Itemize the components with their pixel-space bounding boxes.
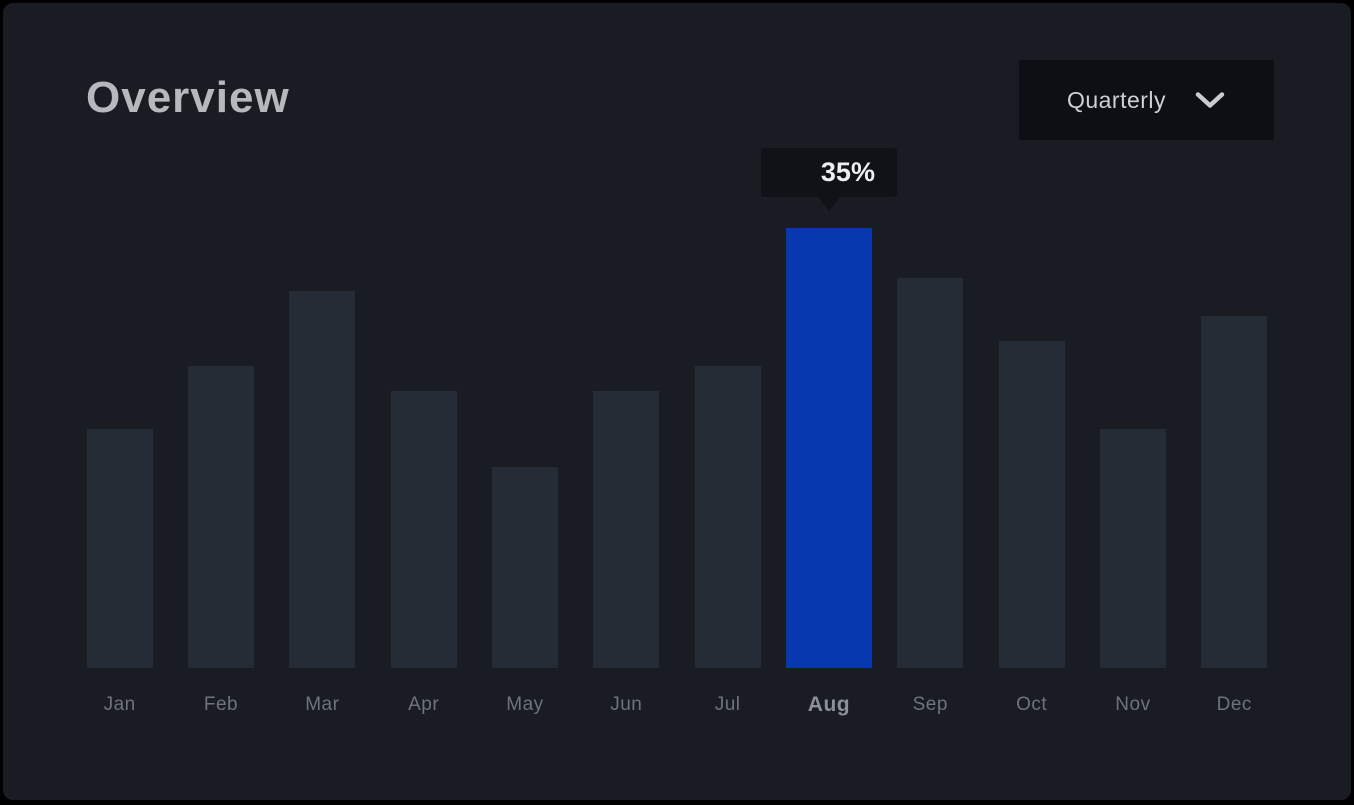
month-label-dec: Dec bbox=[1216, 694, 1252, 715]
chevron-down-icon bbox=[1194, 91, 1226, 110]
bar-slot-apr: Apr bbox=[373, 391, 474, 742]
bar-slot-feb: Feb bbox=[170, 366, 271, 742]
tooltip: 35% bbox=[760, 148, 897, 197]
bar-sep[interactable] bbox=[897, 278, 964, 668]
bar-feb[interactable] bbox=[187, 366, 254, 668]
bar-chart: Jan Feb Mar Apr May Jun Jul Aug 35% Sep Oct Nov Dec bbox=[69, 148, 1285, 742]
month-label-jan: Jan bbox=[103, 694, 136, 715]
bar-slot-jun: Jun bbox=[576, 391, 677, 742]
bar-slot-may: May bbox=[474, 467, 575, 742]
month-label-jul: Jul bbox=[714, 694, 741, 715]
month-label-may: May bbox=[506, 694, 544, 715]
month-label-sep: Sep bbox=[912, 694, 948, 715]
bar-slot-sep: Sep bbox=[880, 278, 981, 742]
bar-aug[interactable] bbox=[785, 228, 872, 668]
bar-may[interactable] bbox=[491, 467, 558, 668]
month-label-jun: Jun bbox=[610, 694, 643, 715]
month-label-oct: Oct bbox=[1016, 694, 1048, 715]
bar-nov[interactable] bbox=[1099, 429, 1166, 668]
period-dropdown[interactable]: Quarterly bbox=[1019, 60, 1274, 140]
overview-panel: Overview Quarterly Jan Feb Mar Apr May Jun Jul… bbox=[3, 3, 1351, 800]
bar-slot-nov: Nov bbox=[1082, 429, 1183, 742]
month-label-aug: Aug bbox=[807, 693, 851, 716]
bar-slot-jul: Jul bbox=[677, 366, 778, 742]
period-dropdown-label: Quarterly bbox=[1066, 86, 1167, 113]
bar-slot-aug: Aug 35% bbox=[760, 148, 897, 742]
month-label-feb: Feb bbox=[203, 694, 239, 715]
bar-jan[interactable] bbox=[86, 429, 153, 668]
bar-slot-oct: Oct bbox=[981, 341, 1082, 742]
month-label-nov: Nov bbox=[1115, 694, 1151, 715]
page-title: Overview bbox=[86, 73, 290, 122]
bar-dec[interactable] bbox=[1201, 316, 1268, 668]
month-label-apr: Apr bbox=[408, 694, 440, 715]
bar-jul[interactable] bbox=[694, 366, 761, 668]
bar-oct[interactable] bbox=[998, 341, 1065, 668]
bar-slot-dec: Dec bbox=[1184, 316, 1285, 742]
bar-slot-jan: Jan bbox=[69, 429, 170, 742]
bar-slot-mar: Mar bbox=[272, 291, 373, 742]
bar-mar[interactable] bbox=[289, 291, 356, 668]
bar-apr[interactable] bbox=[390, 391, 457, 668]
bar-jun[interactable] bbox=[593, 391, 660, 668]
month-label-mar: Mar bbox=[305, 694, 340, 715]
